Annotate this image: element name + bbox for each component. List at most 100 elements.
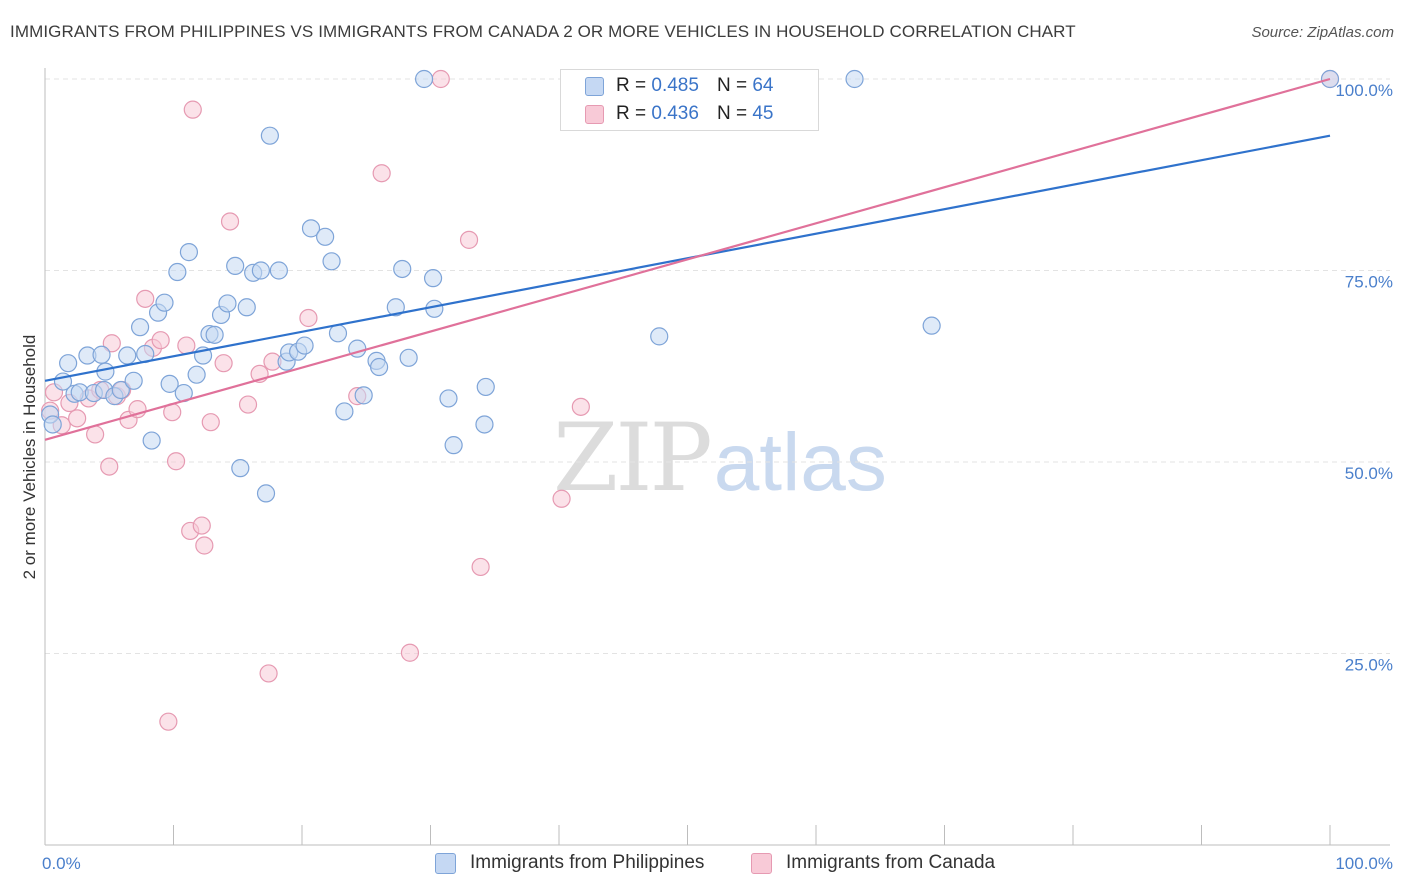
y-tick-label: 50.0% — [1345, 464, 1393, 483]
series-label-philippines: Immigrants from Philippines — [470, 852, 705, 873]
canada-point — [177, 336, 196, 355]
axes — [44, 68, 1390, 846]
philippines-point — [92, 345, 111, 364]
philippines-point — [256, 484, 276, 503]
canada-point — [299, 308, 318, 328]
canada-point — [192, 516, 211, 535]
canada-point — [552, 489, 571, 508]
series-legend: Immigrants from Philippines Immigrants f… — [0, 852, 1406, 878]
philippines-point — [370, 357, 389, 377]
philippines-point — [59, 354, 78, 373]
philippines-point — [160, 374, 179, 393]
philippines-point — [168, 262, 187, 282]
canada-point — [166, 452, 186, 471]
x-tick-label: 100.0% — [1335, 854, 1393, 873]
canada-point — [220, 212, 240, 231]
philippines-point — [475, 415, 494, 434]
canada-point — [102, 334, 121, 353]
philippines-point — [301, 219, 321, 238]
canada-point — [259, 664, 278, 683]
philippines-point — [205, 325, 224, 344]
legend-n-value: 64 — [752, 75, 774, 96]
philippines-point — [96, 362, 115, 381]
legend-r-label: R = — [616, 103, 647, 124]
legend-n-label: N = — [716, 75, 748, 96]
philippines-point — [231, 459, 250, 478]
philippines-point — [328, 324, 348, 343]
philippines-point — [845, 69, 864, 89]
canada-point — [201, 413, 220, 432]
philippines-point — [399, 348, 418, 367]
legend-swatch-canada — [585, 104, 604, 124]
philippines-points — [41, 69, 1340, 503]
series-swatch-philippines — [435, 852, 456, 874]
y-tick-label: 25.0% — [1345, 656, 1393, 675]
philippines-point — [476, 377, 495, 397]
canada-point — [100, 457, 119, 476]
canada-point — [571, 397, 590, 416]
canada-point — [136, 289, 155, 308]
legend-r-value: 0.436 — [651, 103, 699, 124]
philippines-point — [155, 293, 174, 312]
philippines-point — [354, 386, 373, 405]
canada-point — [68, 409, 87, 428]
canada-point — [471, 557, 490, 577]
canada-point — [459, 230, 479, 249]
legend-r-label: R = — [616, 75, 647, 96]
philippines-point — [414, 69, 434, 89]
philippines-point — [226, 256, 245, 276]
philippines-point — [335, 402, 354, 421]
philippines-point — [124, 371, 143, 390]
y-tick-label: 75.0% — [1345, 273, 1393, 292]
philippines-point — [142, 431, 161, 450]
philippines-point — [218, 294, 237, 313]
series-legend-canada: Immigrants from Canada — [751, 852, 995, 874]
philippines-point — [237, 298, 256, 317]
philippines-point — [260, 126, 279, 145]
philippines-point — [444, 436, 463, 455]
philippines-point — [922, 316, 941, 335]
philippines-point — [393, 259, 412, 279]
canada-point — [159, 712, 178, 731]
y-tick-label: 100.0% — [1335, 81, 1393, 100]
gridlines — [45, 78, 1390, 654]
philippines-point — [251, 261, 270, 280]
source-label: Source: ZipAtlas.com — [1251, 24, 1394, 41]
tick-labels: 25.0% 50.0% 75.0% 100.0% 0.0% 100.0% — [42, 81, 1393, 873]
philippines-point — [295, 336, 314, 355]
canada-points — [41, 69, 1340, 731]
philippines-point — [118, 346, 137, 365]
canada-point — [195, 536, 214, 555]
legend-r-value: 0.485 — [651, 75, 699, 96]
philippines-point — [322, 252, 341, 271]
canada-point — [238, 395, 258, 414]
trend-lines — [44, 77, 1331, 441]
philippines-point — [650, 327, 669, 346]
series-label-canada: Immigrants from Canada — [786, 852, 996, 873]
chart-title: IMMIGRANTS FROM PHILIPPINES VS IMMIGRANT… — [10, 22, 1076, 41]
series-swatch-canada — [751, 852, 772, 874]
correlation-legend: R = 0.485 N = 64 R = 0.436 N = 45 — [560, 69, 819, 131]
philippines-point — [425, 299, 444, 318]
canada-point — [183, 100, 202, 119]
philippines-point — [269, 261, 288, 280]
canada-trend-line — [44, 77, 1331, 441]
philippines-point — [386, 298, 405, 317]
philippines-point — [439, 389, 458, 408]
canada-point — [214, 354, 233, 373]
philippines-point — [187, 365, 206, 384]
y-axis-label: 2 or more Vehicles in Household — [20, 335, 39, 580]
philippines-trend-line — [44, 134, 1331, 382]
canada-point — [151, 331, 170, 350]
legend-n-label: N = — [716, 103, 748, 124]
philippines-point — [179, 243, 199, 262]
x-tick-label: 0.0% — [42, 854, 81, 873]
series-legend-philippines: Immigrants from Philippines — [435, 852, 704, 874]
philippines-point — [316, 227, 335, 246]
philippines-point — [423, 269, 443, 288]
legend-row-philippines: R = 0.485 N = 64 — [585, 73, 773, 99]
canada-point — [400, 643, 420, 662]
canada-point — [372, 164, 391, 183]
legend-n-value: 45 — [752, 103, 774, 124]
